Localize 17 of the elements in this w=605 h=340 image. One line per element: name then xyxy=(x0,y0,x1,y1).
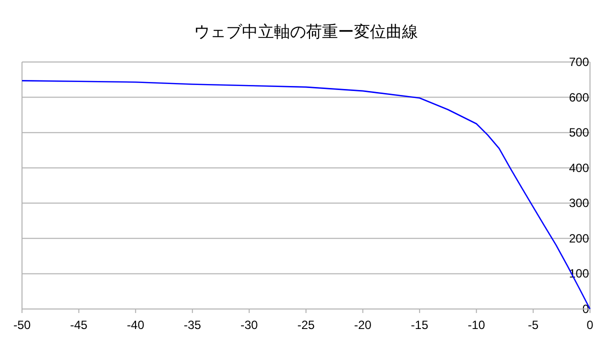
x-tick-label: -20 xyxy=(354,318,372,332)
x-tick-label: -30 xyxy=(240,318,258,332)
x-tick-label: -40 xyxy=(126,318,145,332)
x-tick-label: -25 xyxy=(297,318,315,332)
y-tick-label: 500 xyxy=(568,126,590,140)
x-tick-label: -10 xyxy=(468,318,486,332)
y-tick-label: 300 xyxy=(568,196,590,210)
y-tick-label: 400 xyxy=(568,160,590,175)
x-tick-label: -50 xyxy=(13,318,31,332)
y-tick-label: 700 xyxy=(568,55,590,69)
x-tick-label: -15 xyxy=(410,318,429,332)
y-tick-label: 200 xyxy=(568,231,590,246)
chart-title: ウェブ中立軸の荷重ー変位曲線 xyxy=(194,23,418,41)
y-tick-label: 600 xyxy=(568,90,590,104)
x-tick-label: -45 xyxy=(70,318,88,332)
x-tick-label: -5 xyxy=(528,318,539,332)
x-tick-label: -35 xyxy=(184,318,202,332)
